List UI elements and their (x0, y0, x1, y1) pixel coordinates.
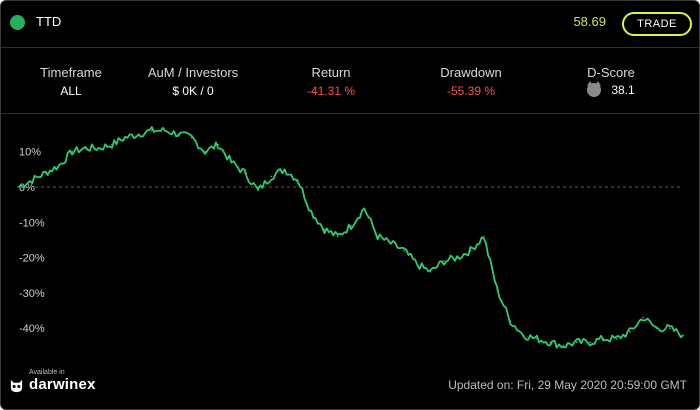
data-point (589, 341, 591, 344)
owl-icon (587, 81, 602, 97)
data-point (682, 334, 684, 337)
data-point (469, 249, 472, 252)
data-point (310, 210, 312, 213)
stat-timeframe: Timeframe ALL (23, 65, 119, 98)
data-point (668, 327, 671, 329)
performance-chart: 10% 0% -10% -20% -30% -40% (17, 126, 684, 349)
data-point (602, 337, 605, 340)
data-point (522, 334, 525, 337)
data-point (44, 172, 47, 174)
data-point (642, 316, 644, 319)
y-tick-label: -40% (19, 323, 45, 335)
data-point (496, 288, 498, 291)
data-point (111, 143, 113, 146)
stats-divider (1, 113, 699, 114)
data-point (283, 168, 286, 171)
stat-label: Timeframe (40, 65, 102, 80)
stat-drawdown: Drawdown -55.39 % (421, 65, 521, 98)
stat-label: Return (311, 65, 351, 80)
stat-value: -41.31 % (306, 84, 356, 98)
dscore-label: D-Score (587, 65, 635, 80)
data-point (536, 337, 538, 340)
owl-logo-icon (10, 379, 23, 393)
status-dot (10, 15, 25, 30)
data-point (655, 327, 658, 329)
current-price: 58.69 (573, 14, 606, 29)
darwinex-logo[interactable]: Available in darwinex (9, 369, 96, 393)
data-point (376, 235, 379, 238)
data-point (403, 249, 405, 252)
data-point (270, 175, 273, 178)
data-point (363, 207, 366, 209)
data-point (58, 165, 60, 167)
dscore-value: 38.1 (611, 83, 635, 97)
data-point (323, 228, 326, 231)
data-point (350, 225, 352, 227)
data-point (243, 172, 246, 174)
data-point (230, 161, 233, 164)
data-point (124, 136, 127, 139)
data-point (84, 147, 87, 149)
data-point (190, 136, 193, 139)
data-point (297, 179, 299, 181)
y-tick-label: 0% (19, 182, 35, 194)
data-point (336, 235, 339, 238)
data-point (177, 133, 180, 135)
stat-value: ALL (60, 84, 82, 98)
data-point (18, 186, 20, 188)
y-tick-label: -30% (19, 288, 45, 300)
stat-aum-investors: AuM / Investors $ 0K / 0 (133, 65, 253, 98)
data-point (151, 129, 153, 132)
y-tick-label: -20% (19, 253, 45, 265)
stat-value: -55.39 % (446, 84, 496, 98)
available-in-label: Available in (29, 369, 65, 376)
data-point (456, 256, 459, 259)
data-point (615, 337, 618, 340)
trade-button[interactable]: TRADE (622, 12, 692, 36)
series-line (18, 126, 684, 349)
y-tick-label: 10% (19, 147, 41, 159)
brand-name: darwinex (29, 376, 96, 393)
data-point (509, 320, 512, 322)
data-point (217, 143, 219, 146)
data-point (575, 341, 578, 344)
data-point (390, 242, 392, 245)
data-point (429, 270, 432, 273)
data-point (97, 147, 100, 149)
stat-label: Drawdown (440, 65, 502, 80)
stat-value: $ 0K / 0 (172, 84, 214, 98)
stat-label: AuM / Investors (147, 65, 239, 80)
data-point (549, 341, 551, 344)
data-point (71, 150, 73, 153)
data-point (257, 189, 259, 192)
header-divider (1, 47, 699, 48)
widget-header: TTD 58.69 TRADE (1, 1, 699, 47)
data-point (443, 260, 445, 262)
data-point (137, 133, 140, 135)
stat-return: Return -41.31 % (281, 65, 381, 98)
y-tick-label: -10% (19, 217, 45, 229)
data-point (629, 330, 631, 333)
stat-dscore: D-Score 38.1 (561, 65, 661, 97)
data-point (562, 345, 565, 347)
data-point (164, 129, 166, 132)
ticker-symbol: TTD (36, 14, 62, 29)
data-point (483, 235, 485, 238)
updated-timestamp: Updated on: Fri, 29 May 2020 20:59:00 GM… (448, 378, 687, 392)
data-point (416, 263, 419, 266)
data-point (204, 150, 206, 153)
